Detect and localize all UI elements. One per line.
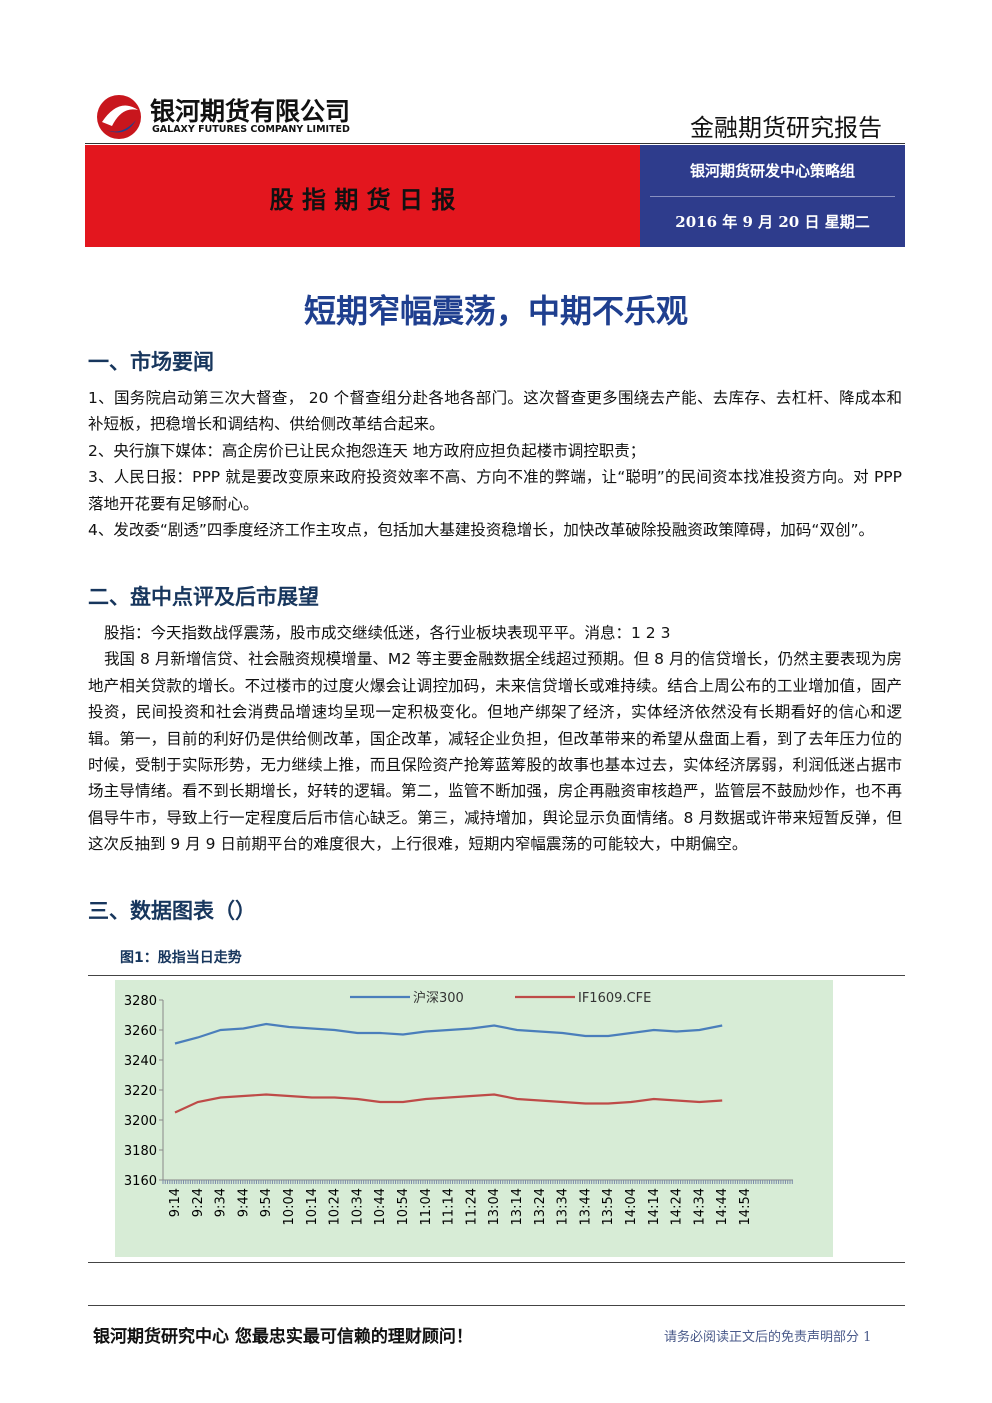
paragraph: 我国 8 月新增信贷、社会融资规模增量、M2 等主要金融数据全线超过预期。但 8… [88, 650, 902, 854]
x-tick-label: 11:14 [442, 1188, 457, 1225]
heading: 二、盘中点评及后市展望 [88, 585, 319, 609]
x-tick-label: 14:14 [647, 1188, 662, 1225]
x-tick-label: 13:54 [601, 1188, 616, 1225]
x-tick-label: 11:24 [464, 1188, 479, 1225]
x-tick-label: 14:34 [692, 1188, 707, 1225]
chart: 3160 3180 3200 3220 3240 3260 3280 9:14 9:24 9:34… [115, 980, 833, 1257]
legend-label: IF1609.CFE [578, 991, 651, 1006]
x-tick-label: 10:44 [373, 1188, 388, 1225]
report-type: 金融期货研究报告 [690, 114, 882, 142]
company-cn: 银河期货有限公司 [150, 97, 351, 126]
series-line [174, 1093, 723, 1114]
legend-label: 沪深300 [413, 990, 464, 1006]
x-tick-label: 13:04 [487, 1188, 502, 1225]
logo [97, 95, 141, 139]
banner [85, 145, 640, 247]
banner-text: 股 指 期 货 日 报 [269, 185, 456, 214]
x-tick-label: 10:04 [282, 1188, 297, 1225]
footer-slogan: 银河期货研究中心 您最忠实最可信赖的理财顾问！ [93, 1327, 473, 1347]
x-tick-label: 9:34 [214, 1188, 229, 1217]
y-tick-label: 3180 [124, 1144, 157, 1159]
x-tick-label: 13:24 [533, 1188, 548, 1225]
title: 短期窄幅震荡，中期不乐观 [303, 292, 688, 330]
x-tick-label: 9:24 [191, 1188, 206, 1217]
x-tick-label: 9:14 [168, 1188, 183, 1217]
x-tick-label: 11:04 [419, 1188, 434, 1225]
y-tick-label: 3240 [124, 1054, 157, 1069]
paragraph: 股指：今天指数战俘震荡，股市成交继续低迷，各行业板块表现平平。消息：1 2 3 [104, 624, 671, 642]
x-tick-label: 14:54 [738, 1188, 753, 1225]
heading: 三、数据图表（） [88, 899, 256, 923]
x-tick-label: 10:14 [305, 1188, 320, 1225]
y-tick-label: 3280 [124, 994, 157, 1009]
rule [88, 1305, 905, 1306]
rule [88, 975, 905, 976]
figure-caption: 图1：股指当日走势 [120, 950, 242, 966]
x-tick-label: 14:24 [670, 1188, 685, 1225]
x-tick-label: 10:24 [328, 1188, 343, 1225]
rule [85, 143, 905, 144]
rule [650, 196, 895, 197]
team: 银河期货研发中心策略组 [689, 162, 855, 180]
news: 1、国务院启动第三次大督查， 20 个督查组分赴各地各部门。这次督查更多围绕去产… [88, 385, 902, 543]
x-tick-label: 13:14 [510, 1188, 525, 1225]
heading: 一、市场要闻 [88, 350, 214, 374]
x-tick-label: 10:34 [350, 1188, 365, 1225]
date: 2016 年 9 月 20 日 星期二 [675, 213, 870, 231]
series-line [174, 1022, 723, 1045]
x-tick-label: 9:44 [236, 1188, 251, 1217]
y-tick-label: 3260 [124, 1024, 157, 1039]
y-tick-label: 3200 [124, 1114, 157, 1129]
rule [88, 1262, 905, 1263]
paragraph: 4、发改委“剧透”四季度经济工作主攻点，包括加大基建投资稳增长，加快改革破除投融… [88, 521, 874, 540]
paragraph: 2、央行旗下媒体：高企房价已让民众抱怨连天 地方政府应担负起楼市调控职责； [88, 441, 646, 460]
footer-disclaimer: 请务必阅读正文后的免责声明部分 1 [664, 1330, 872, 1345]
y-tick-label: 3160 [124, 1174, 157, 1189]
x-tick-label: 14:04 [624, 1188, 639, 1225]
x-tick-label: 14:44 [715, 1188, 730, 1225]
paragraph: 3、人民日报：PPP 就是要改变原来政府投资效率不高、方向不准的弊端，让“聪明”… [88, 468, 902, 513]
x-tick-label: 10:54 [396, 1188, 411, 1225]
x-tick-label: 13:44 [578, 1188, 593, 1225]
x-tick-label: 9:54 [259, 1188, 274, 1217]
paragraph: 1、国务院启动第三次大督查， 20 个督查组分赴各地各部门。这次督查更多围绕去产… [88, 389, 902, 434]
y-tick-label: 3220 [124, 1084, 157, 1099]
commentary: 股指：今天指数战俘震荡，股市成交继续低迷，各行业板块表现平平。消息：1 2 3 … [88, 620, 902, 858]
x-tick-label: 13:34 [556, 1188, 571, 1225]
company-en: GALAXY FUTURES COMPANY LIMITED [152, 124, 350, 135]
